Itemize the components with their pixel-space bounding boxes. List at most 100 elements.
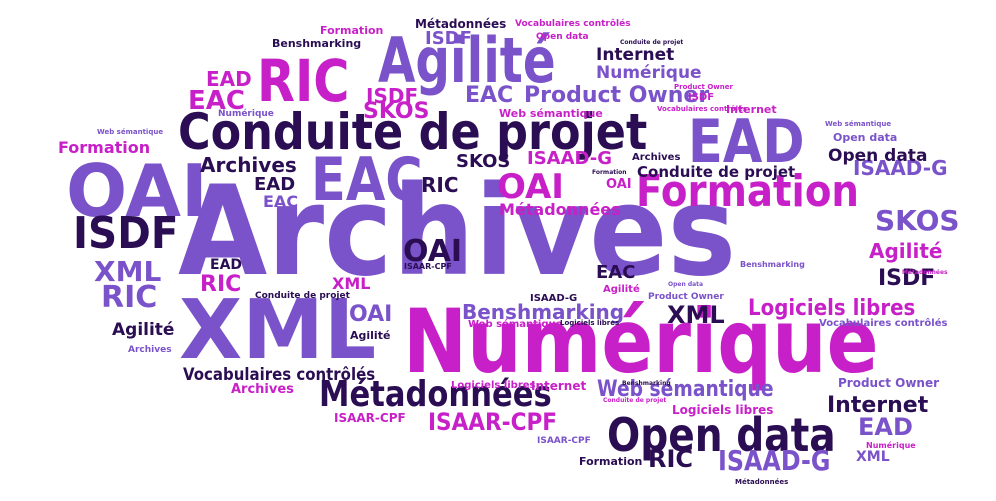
word-websem-top: Web sémantique <box>499 107 603 120</box>
word-metadonnees-bottom: Métadonnées <box>735 478 789 486</box>
word-internet-right-small: Internet <box>726 103 777 116</box>
word-benshmarking-top: Benshmarking <box>272 37 362 50</box>
word-ric-bottom: RIC <box>648 445 694 473</box>
word-numerique-tiny-right: Numérique <box>866 441 916 450</box>
word-eac-mid-top: EAC <box>465 83 514 108</box>
word-isdf-top: ISDF <box>425 28 472 49</box>
word-ead-large: EAD <box>688 107 805 177</box>
word-xml-dark: XML <box>667 301 725 329</box>
word-logiciels-small-bottom: Logiciels libres <box>451 380 536 391</box>
word-ric-center: RIC <box>421 173 459 197</box>
word-eac-left: EAC <box>263 192 299 211</box>
word-archives-tiny-left: Archives <box>128 345 172 355</box>
word-opendata-right: Open data <box>828 146 928 166</box>
word-formation-large: Formation <box>636 166 860 217</box>
word-websem-small-center: Web sémantique <box>468 319 563 330</box>
word-isaarcpf-tiny-bottom: ISAAR-CPF <box>537 436 591 446</box>
word-metadonnees-tiny-right: Métadonnées <box>902 269 948 276</box>
word-internet-small-bottom: Internet <box>531 379 587 393</box>
word-productowner-top: Product Owner <box>524 83 710 108</box>
word-conduite-tiny-bottom: Conduite de projet <box>603 397 667 404</box>
word-numerique-tiny-left: Numérique <box>218 109 274 119</box>
word-opendata-large: Open data <box>607 408 836 462</box>
word-productowner-right: Product Owner <box>838 376 940 390</box>
word-vocab-bottom-left: Vocabulaires contrôlés <box>183 365 376 385</box>
word-vocab-right: Vocabulaires contrôlés <box>819 318 948 329</box>
word-isdf-pink-top: ISDF <box>366 84 419 108</box>
word-xml-bottom-right: XML <box>856 449 890 465</box>
word-agilite-small-center: Agilité <box>603 284 640 295</box>
word-metadonnees-large: Métadonnées <box>319 374 552 415</box>
word-isaadg-right: ISAAD-G <box>853 156 948 180</box>
word-websem-tiny-right: Web sémantique <box>825 120 892 128</box>
word-benshmarking-right-small: Benshmarking <box>740 260 805 269</box>
word-isdf-right: ISDF <box>878 266 936 291</box>
word-opendata-top: Open data <box>536 32 589 42</box>
word-agilite-small-left: Agilité <box>350 329 391 342</box>
word-formation-left: Formation <box>58 138 151 157</box>
word-agilite-right: Agilité <box>869 239 943 263</box>
word-isaadg-pink-center: ISAAD-G <box>527 148 613 169</box>
word-productowner-tiny: Product Owner <box>674 83 733 91</box>
word-eac-pink-left: EAC <box>188 86 245 116</box>
word-numerique-top: Numérique <box>596 63 702 83</box>
word-archives: Archives <box>178 160 737 304</box>
word-formation-top: Formation <box>320 24 384 37</box>
word-oai-large: OAI <box>66 149 208 233</box>
word-oai-tiny-center: OAI <box>606 177 632 192</box>
word-isdf-large: ISDF <box>73 208 179 259</box>
word-logiciels-tiny-center: Logiciels libres <box>560 319 620 327</box>
word-formation-tiny-center: Formation <box>592 169 627 176</box>
word-ric-pink-left: RIC <box>200 272 242 297</box>
word-conduite-large: Conduite de projet <box>178 103 648 161</box>
word-conduite-tiny-top: Conduite de projet <box>620 39 684 46</box>
word-skos-pink-top: SKOS <box>363 99 430 124</box>
word-isaarcpf-small-left: ISAAR-CPF <box>334 411 406 425</box>
word-skos-right: SKOS <box>875 204 960 237</box>
word-oai-center: OAI <box>403 234 463 269</box>
word-ric-large: RIC <box>257 47 350 115</box>
word-xml-left: XML <box>94 255 162 288</box>
word-internet-right: Internet <box>827 393 929 418</box>
word-websem-large: Web sémantique <box>597 377 774 402</box>
word-metadonnees-pink: Métadonnées <box>499 200 621 219</box>
word-isdf-tiny: ISDF <box>688 92 715 103</box>
word-ead-pink-topleft: EAD <box>206 67 252 91</box>
word-benshmarking-large: Benshmarking <box>462 300 625 324</box>
word-ric-left: RIC <box>101 280 158 315</box>
word-ead-bottom-right: EAD <box>858 413 913 441</box>
word-oai-small-center: OAI <box>349 302 393 327</box>
word-isaadg-bottom: ISAAD-G <box>718 444 831 477</box>
word-xml-pink: XML <box>332 274 371 293</box>
word-logiciels-right: Logiciels libres <box>672 403 774 417</box>
word-vocab-tiny: Vocabulaires contrôlés <box>657 105 747 113</box>
word-archives-bottom-left: Archives <box>231 382 294 397</box>
word-agilite-left: Agilité <box>112 320 175 340</box>
word-productowner-small-center: Product Owner <box>648 292 724 302</box>
word-archives-center-small: Archives <box>632 152 681 163</box>
word-metadonnees-top: Métadonnées <box>415 17 507 31</box>
word-isaadg-small-center: ISAAD-G <box>530 293 578 304</box>
word-numerique: Numérique <box>403 290 879 393</box>
word-internet-top: Internet <box>596 45 675 65</box>
word-conduite-small-center: Conduite de projet <box>637 163 796 181</box>
word-opendata-right-small: Open data <box>833 131 898 144</box>
word-formation-bottom: Formation <box>579 455 643 468</box>
word-isaarcpf-small: ISAAR-CPF <box>404 262 452 271</box>
word-websem-tiny-left: Web sémantique <box>97 128 164 136</box>
word-isaarcpf-large: ISAAR-CPF <box>428 408 558 436</box>
word-agilite-large: Agilité <box>378 24 556 97</box>
word-ead-center-left: EAD <box>210 257 243 273</box>
word-conduite-small-left: Conduite de projet <box>255 291 350 301</box>
word-xml-large: XML <box>179 283 377 378</box>
word-eac-large: EAC <box>311 145 423 215</box>
word-logiciels-large: Logiciels libres <box>748 296 916 321</box>
word-eac-center: EAC <box>596 262 636 283</box>
word-opendata-tiny-center: Open data <box>668 281 704 288</box>
word-vocab-top: Vocabulaires contrôlés <box>515 19 631 29</box>
word-oai-pink: OAI <box>497 167 564 207</box>
word-skos-dark-center: SKOS <box>456 151 511 172</box>
word-benshmarking-tiny-bottom: Benshmarking <box>622 380 671 387</box>
word-archives-left: Archives <box>200 153 297 177</box>
